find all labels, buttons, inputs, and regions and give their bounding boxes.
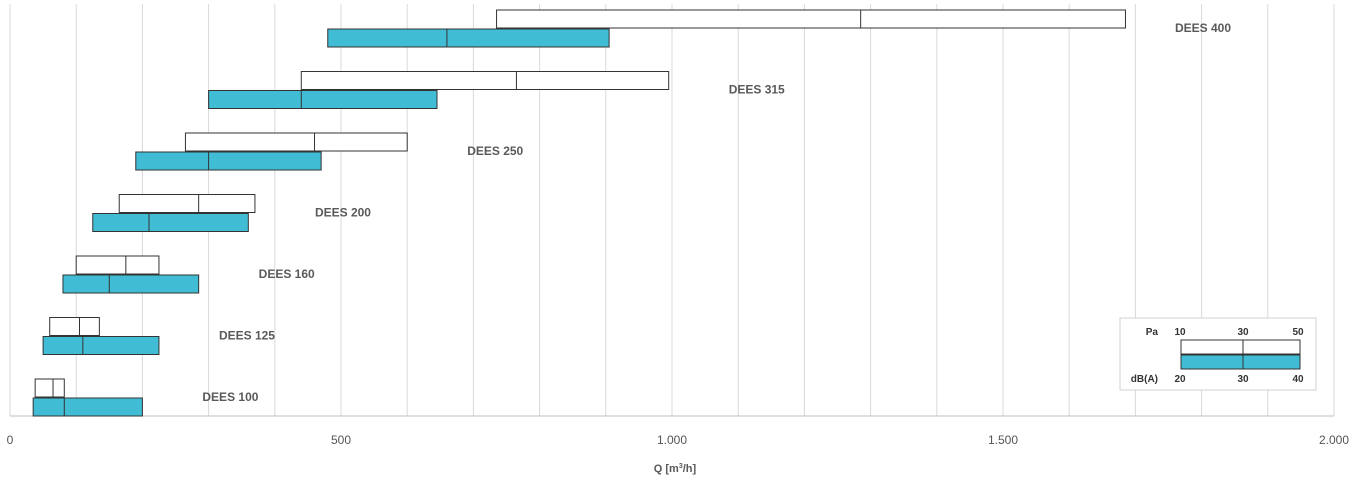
pa-bar [118, 194, 256, 213]
db-bar [92, 213, 249, 232]
db-bar [32, 397, 143, 417]
legend-pa-value-1: 10 [1174, 327, 1186, 338]
legend-pa-value-2: 30 [1237, 327, 1249, 338]
legend: Pa 10 30 50 dB(A) 20 30 40 [1119, 317, 1317, 391]
pa-bar [75, 255, 160, 275]
legend-db-value-1: 20 [1174, 374, 1186, 385]
model-label: DEES 160 [259, 267, 315, 281]
db-bar [135, 151, 322, 171]
db-bar [42, 336, 160, 355]
pa-bar [34, 378, 65, 398]
legend-db-label: dB(A) [1131, 374, 1158, 385]
model-label: DEES 315 [729, 83, 785, 97]
db-bar [327, 28, 610, 48]
x-tick-label: 2.000 [1319, 433, 1349, 447]
legend-pa-bar [1180, 339, 1301, 355]
model-label: DEES 125 [219, 329, 275, 343]
model-labels: DEES 400 DEES 315 DEES 250 DEES 200 DEES 160… [202, 21, 1231, 404]
model-label: DEES 400 [1175, 21, 1231, 35]
legend-db-bar [1180, 354, 1301, 370]
legend-db-value-2: 30 [1237, 374, 1249, 385]
x-tick-label: 1.500 [988, 433, 1018, 447]
legend-db-value-3: 40 [1292, 374, 1304, 385]
x-axis-label: Q [m3/h] [654, 463, 697, 475]
db-bar [208, 90, 438, 109]
x-tick-label: 1.000 [657, 433, 687, 447]
x-tick-labels: 0 500 1.000 1.500 2.000 [7, 433, 1350, 447]
pa-bar [300, 71, 670, 90]
model-label: DEES 200 [315, 206, 371, 220]
model-label: DEES 100 [202, 390, 258, 404]
x-tick-label: 500 [331, 433, 351, 447]
pa-bar [49, 317, 100, 336]
x-tick-label: 0 [7, 433, 14, 447]
pa-bar [496, 9, 1126, 29]
legend-pa-label: Pa [1146, 327, 1159, 338]
model-label: DEES 250 [467, 144, 523, 158]
legend-pa-value-3: 50 [1292, 327, 1304, 338]
bars [32, 9, 1126, 417]
db-bar [62, 274, 200, 294]
pa-bar [184, 132, 408, 152]
